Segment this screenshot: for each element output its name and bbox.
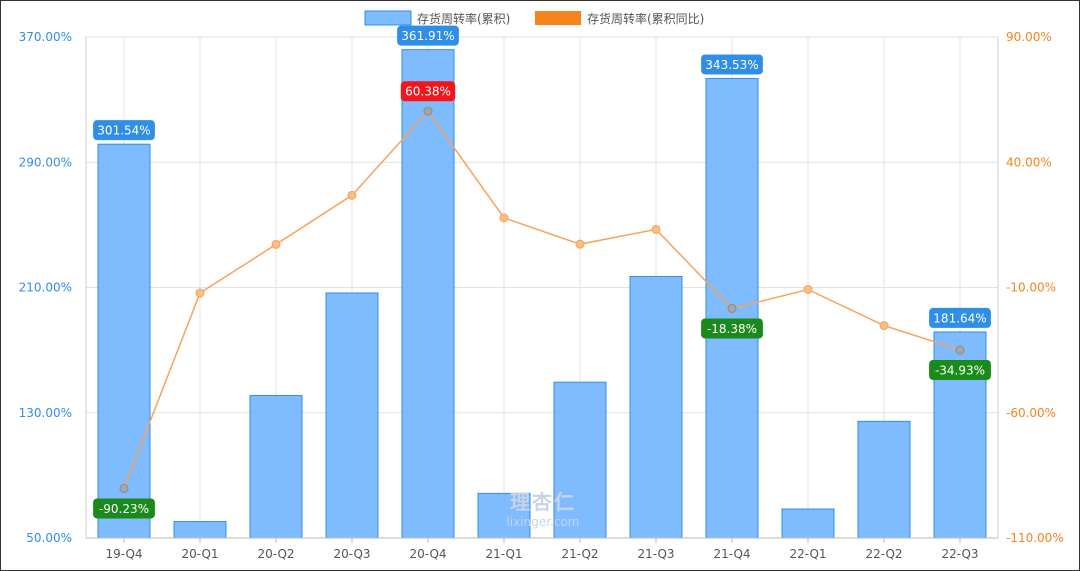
right-tick-label: -110.00% <box>1006 531 1064 545</box>
data-label-181.64%: 181.64% <box>929 307 991 328</box>
data-label-text: -18.38% <box>707 322 757 336</box>
legend-label-bar[interactable]: 存货周转率(累积) <box>417 11 510 26</box>
bar-22-Q1[interactable] <box>781 508 835 539</box>
left-tick-label: 130.00% <box>19 406 72 420</box>
data-label--18.38%: -18.38% <box>701 318 763 339</box>
legend-label-line[interactable]: 存货周转率(累积同比) <box>587 11 704 26</box>
data-label-box <box>93 120 155 141</box>
bar-19-Q4[interactable] <box>97 143 151 539</box>
left-tick-label: 290.00% <box>19 155 72 169</box>
legend: 存货周转率(累积) 存货周转率(累积同比) <box>364 10 704 26</box>
x-tick-label: 20-Q4 <box>409 547 446 561</box>
yoy-point-20-Q3[interactable] <box>347 190 357 200</box>
x-tick-label: 20-Q1 <box>181 547 218 561</box>
watermark-url: lixinger.com <box>507 515 580 529</box>
right-tick-label: -60.00% <box>1006 406 1056 420</box>
data-label-text: 361.91% <box>401 29 454 43</box>
left-tick-label: 50.00% <box>26 531 72 545</box>
bar-20-Q1[interactable] <box>173 521 227 539</box>
yoy-point-21-Q1[interactable] <box>499 213 509 223</box>
right-tick-label: 40.00% <box>1006 155 1052 169</box>
x-tick-label: 21-Q4 <box>713 547 750 561</box>
x-tick-label: 22-Q1 <box>789 547 826 561</box>
x-tick-label: 20-Q3 <box>333 547 370 561</box>
data-label-box <box>93 498 155 519</box>
data-label-box <box>400 81 456 102</box>
yoy-point-21-Q3[interactable] <box>651 224 661 234</box>
data-label-301.54%: 301.54% <box>93 120 155 141</box>
yoy-point-21-Q2[interactable] <box>575 239 585 249</box>
yoy-point-21-Q4[interactable] <box>727 303 737 313</box>
bar-21-Q1[interactable] <box>477 492 531 539</box>
data-labels: 301.54% 361.91% 343.53% 181.64% -90.23% 60.38… <box>93 25 991 519</box>
axes: 50.00% 130.00% 210.00% 290.00% 370.00% -110.0… <box>19 30 1064 561</box>
x-tick-label: 21-Q2 <box>561 547 598 561</box>
data-label-box <box>701 318 763 339</box>
legend-swatch-bar[interactable] <box>364 10 412 26</box>
bar-21-Q2[interactable] <box>553 381 607 539</box>
yoy-point-20-Q2[interactable] <box>271 239 281 249</box>
x-tick-label: 20-Q2 <box>257 547 294 561</box>
yoy-line <box>123 110 961 489</box>
data-label-text: 181.64% <box>933 311 986 325</box>
data-label-361.91%: 361.91% <box>397 25 459 46</box>
legend-swatch-line[interactable] <box>535 11 581 25</box>
bar-20-Q2[interactable] <box>249 395 303 539</box>
yoy-point-22-Q3[interactable] <box>955 345 965 355</box>
data-label--90.23%: -90.23% <box>93 498 155 519</box>
watermark: 理杏仁 lixinger.com <box>507 490 580 529</box>
data-label-text: -34.93% <box>935 363 985 377</box>
x-tick-label: 19-Q4 <box>105 547 142 561</box>
x-tick-label: 22-Q3 <box>941 547 978 561</box>
yoy-point-20-Q1[interactable] <box>195 288 205 298</box>
data-label-60.38%: 60.38% <box>400 81 456 102</box>
left-tick-label: 210.00% <box>19 281 72 295</box>
data-label--34.93%: -34.93% <box>929 359 991 380</box>
x-tick-label: 21-Q1 <box>485 547 522 561</box>
data-label-343.53%: 343.53% <box>701 54 763 75</box>
bar-20-Q3[interactable] <box>325 292 379 539</box>
data-label-box <box>701 54 763 75</box>
right-tick-label: -10.00% <box>1006 281 1056 295</box>
yoy-point-22-Q1[interactable] <box>803 285 813 295</box>
data-label-text: 301.54% <box>97 124 150 138</box>
right-tick-label: 90.00% <box>1006 30 1052 44</box>
data-label-text: 60.38% <box>405 85 451 99</box>
yoy-point-22-Q2[interactable] <box>879 321 889 331</box>
data-label-box <box>929 359 991 380</box>
bar-20-Q4[interactable] <box>401 49 455 539</box>
data-label-text: -90.23% <box>99 502 149 516</box>
data-label-text: 343.53% <box>705 58 758 72</box>
bar-21-Q3[interactable] <box>629 276 683 539</box>
x-tick-label: 21-Q3 <box>637 547 674 561</box>
line-series <box>119 106 965 493</box>
x-tick-label: 22-Q2 <box>865 547 902 561</box>
yoy-point-19-Q4[interactable] <box>119 483 129 493</box>
data-label-box <box>397 25 459 46</box>
bar-series <box>97 49 987 539</box>
left-tick-label: 370.00% <box>19 30 72 44</box>
bar-22-Q2[interactable] <box>857 420 911 539</box>
watermark-logo: 理杏仁 <box>510 490 576 514</box>
yoy-point-20-Q4[interactable] <box>423 106 433 116</box>
data-label-box <box>929 307 991 328</box>
